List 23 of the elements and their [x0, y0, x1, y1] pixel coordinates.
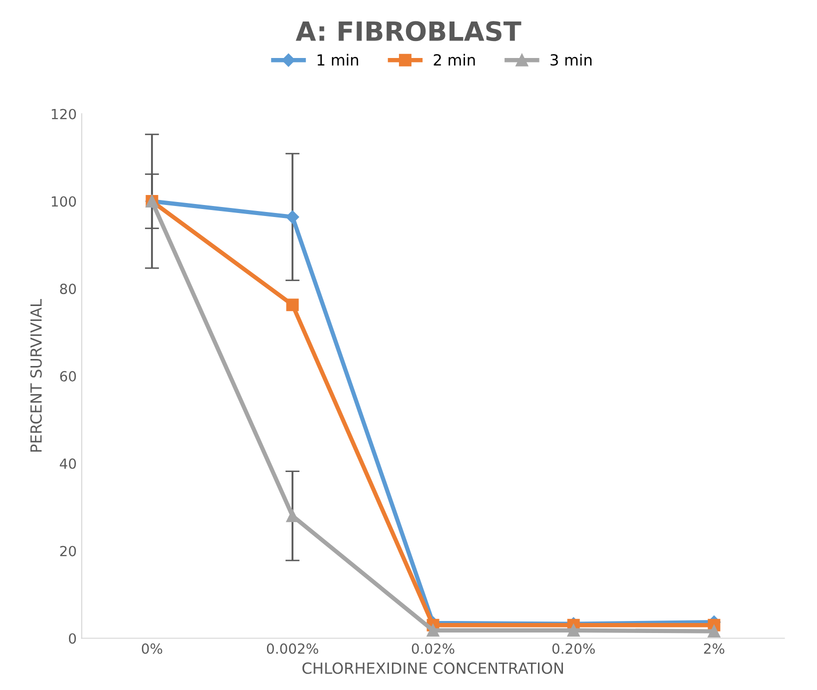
point [286, 210, 300, 224]
legend-label: 3 min [550, 54, 592, 66]
legend-label: 2 min [434, 54, 475, 66]
legend-label: 1 min [318, 54, 358, 66]
x-tick-label: 2% [704, 643, 724, 654]
point [286, 298, 299, 312]
point [567, 624, 580, 637]
point [426, 624, 440, 637]
y-tick-label: 100 [52, 196, 76, 207]
y-tick-label: 40 [60, 458, 76, 469]
y-tick-label: 80 [60, 284, 76, 294]
point [708, 625, 720, 638]
y-tick-label: 20 [60, 546, 76, 556]
y-tick-label: 120 [52, 108, 76, 120]
y-axis-title: PERCENT SURVIVIAL [30, 299, 42, 452]
y-tick-label: 0 [68, 633, 76, 644]
x-tick-label: 0.02% [412, 643, 454, 654]
x-axis-title: CHLORHEXIDINE CONCENTRATION [302, 662, 563, 674]
x-tick-label: 0% [142, 643, 162, 654]
x-tick-label: 0.20% [552, 643, 595, 654]
chart-title: A: FIBROBLAST [296, 21, 522, 42]
x-tick-label: 0.002% [266, 643, 318, 654]
y-tick-label: 60 [60, 371, 76, 382]
